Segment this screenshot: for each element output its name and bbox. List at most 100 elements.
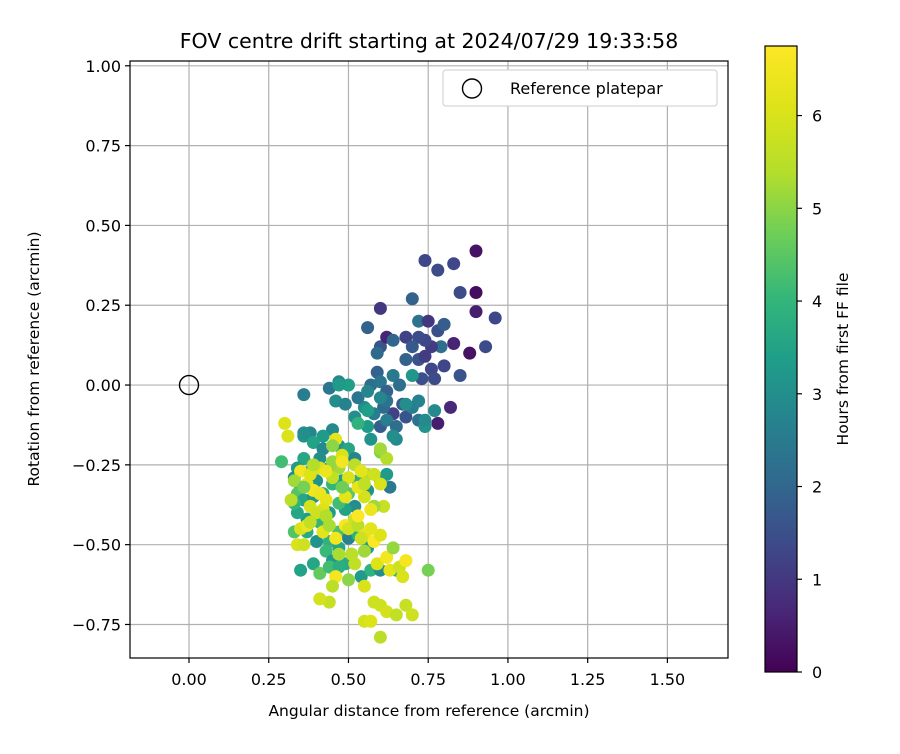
y-axis-label: Rotation from reference (arcmin) — [25, 231, 43, 486]
y-tick-label: −0.75 — [72, 615, 121, 634]
grid-lines — [130, 61, 728, 658]
scatter-point — [287, 474, 301, 488]
scatter-point — [351, 391, 365, 405]
x-tick-label: 1.50 — [650, 670, 686, 689]
scatter-point — [335, 480, 349, 494]
scatter-point — [405, 608, 419, 622]
colorbar-tick-label: 0 — [812, 663, 822, 682]
scatter-point — [281, 429, 295, 443]
scatter-point — [306, 557, 320, 571]
scatter-point — [322, 519, 336, 532]
scatter-point — [319, 544, 333, 558]
scatter-point — [326, 455, 339, 469]
scatter-point — [306, 436, 320, 449]
scatter-point — [463, 346, 477, 360]
scatter-point — [479, 340, 493, 354]
scatter-point — [338, 397, 352, 411]
colorbar-tick-label: 2 — [812, 478, 822, 497]
scatter-point — [431, 416, 445, 430]
scatter-point — [405, 340, 419, 354]
scatter-point — [319, 464, 333, 478]
scatter-point — [326, 579, 339, 593]
scatter-point — [469, 244, 483, 258]
y-tick-label: 0.50 — [85, 216, 121, 235]
x-tick-label: 0.75 — [410, 670, 446, 689]
scatter-point — [444, 400, 457, 414]
scatter-point — [370, 557, 384, 571]
scatter-point — [434, 340, 448, 354]
scatter-point — [373, 391, 387, 405]
scatter-point — [453, 369, 467, 382]
scatter-point — [357, 579, 371, 593]
scatter-point — [367, 467, 381, 481]
scatter-point — [306, 458, 320, 472]
y-tick-label: 0.25 — [85, 296, 121, 315]
scatter-point — [357, 477, 371, 491]
scatter-point — [316, 429, 330, 443]
scatter-point — [342, 471, 355, 485]
scatter-point — [370, 346, 384, 360]
colorbar-ticks: 0 1 2 3 4 5 6 — [797, 107, 822, 682]
scatter-point — [297, 480, 311, 494]
x-axis-ticks: 0.00 0.25 0.50 0.75 1.00 1.25 1.50 — [171, 658, 685, 689]
colorbar — [764, 45, 798, 673]
scatter-point — [431, 263, 445, 277]
scatter-point — [418, 413, 432, 427]
scatter-point — [377, 499, 391, 513]
scatter-point — [310, 535, 324, 548]
scatter-point — [469, 286, 483, 299]
scatter-point — [361, 321, 375, 335]
scatter-point — [399, 397, 413, 411]
scatter-point — [373, 375, 387, 389]
scatter-point — [332, 378, 346, 392]
scatter-point — [364, 614, 378, 628]
scatter-point — [418, 349, 432, 363]
scatter-point — [357, 490, 371, 504]
scatter-point — [405, 369, 419, 382]
scatter-point — [313, 566, 327, 580]
scatter-point — [294, 563, 308, 577]
legend-box — [442, 69, 718, 107]
y-tick-label: 0.00 — [85, 376, 121, 395]
y-tick-label: −0.25 — [72, 456, 121, 475]
scatter-point — [348, 557, 362, 571]
scatter-point — [421, 563, 435, 577]
x-tick-label: 0.50 — [331, 670, 367, 689]
scatter-point — [421, 314, 435, 328]
scatter-point — [326, 439, 339, 453]
scatter-point — [386, 333, 400, 347]
scatter-point — [364, 503, 378, 516]
scatter-point — [437, 317, 451, 331]
scatter-point — [469, 305, 483, 319]
scatter-point — [364, 432, 378, 446]
scatter-point — [386, 541, 400, 555]
legend: Reference platepar — [442, 69, 718, 107]
scatter-point — [447, 337, 461, 350]
scatter-point — [297, 538, 311, 552]
scatter-point — [412, 330, 426, 344]
scatter-point — [297, 426, 311, 440]
scatter-point — [351, 416, 365, 430]
y-tick-label: 0.75 — [85, 137, 121, 156]
y-tick-label: −0.50 — [72, 536, 121, 555]
x-axis-label: Angular distance from reference (arcmin) — [268, 702, 589, 720]
scatter-point — [322, 560, 336, 574]
scatter-point — [386, 369, 400, 382]
scatter-point — [354, 464, 368, 478]
scatter-point — [278, 416, 292, 430]
scatter-point — [405, 292, 419, 306]
scatter-point — [303, 515, 317, 529]
scatter-point — [373, 301, 387, 315]
scatter-point — [332, 547, 346, 561]
scatter-point — [361, 404, 375, 418]
scatter-point — [399, 598, 413, 612]
colorbar-tick-label: 4 — [812, 292, 822, 311]
colorbar-tick-label: 1 — [812, 570, 822, 589]
scatter-point — [437, 359, 451, 373]
scatter-point — [399, 554, 413, 568]
scatter-point — [342, 573, 355, 587]
scatter-point — [354, 531, 368, 545]
x-tick-label: 0.25 — [251, 670, 287, 689]
scatter-point — [428, 372, 442, 386]
